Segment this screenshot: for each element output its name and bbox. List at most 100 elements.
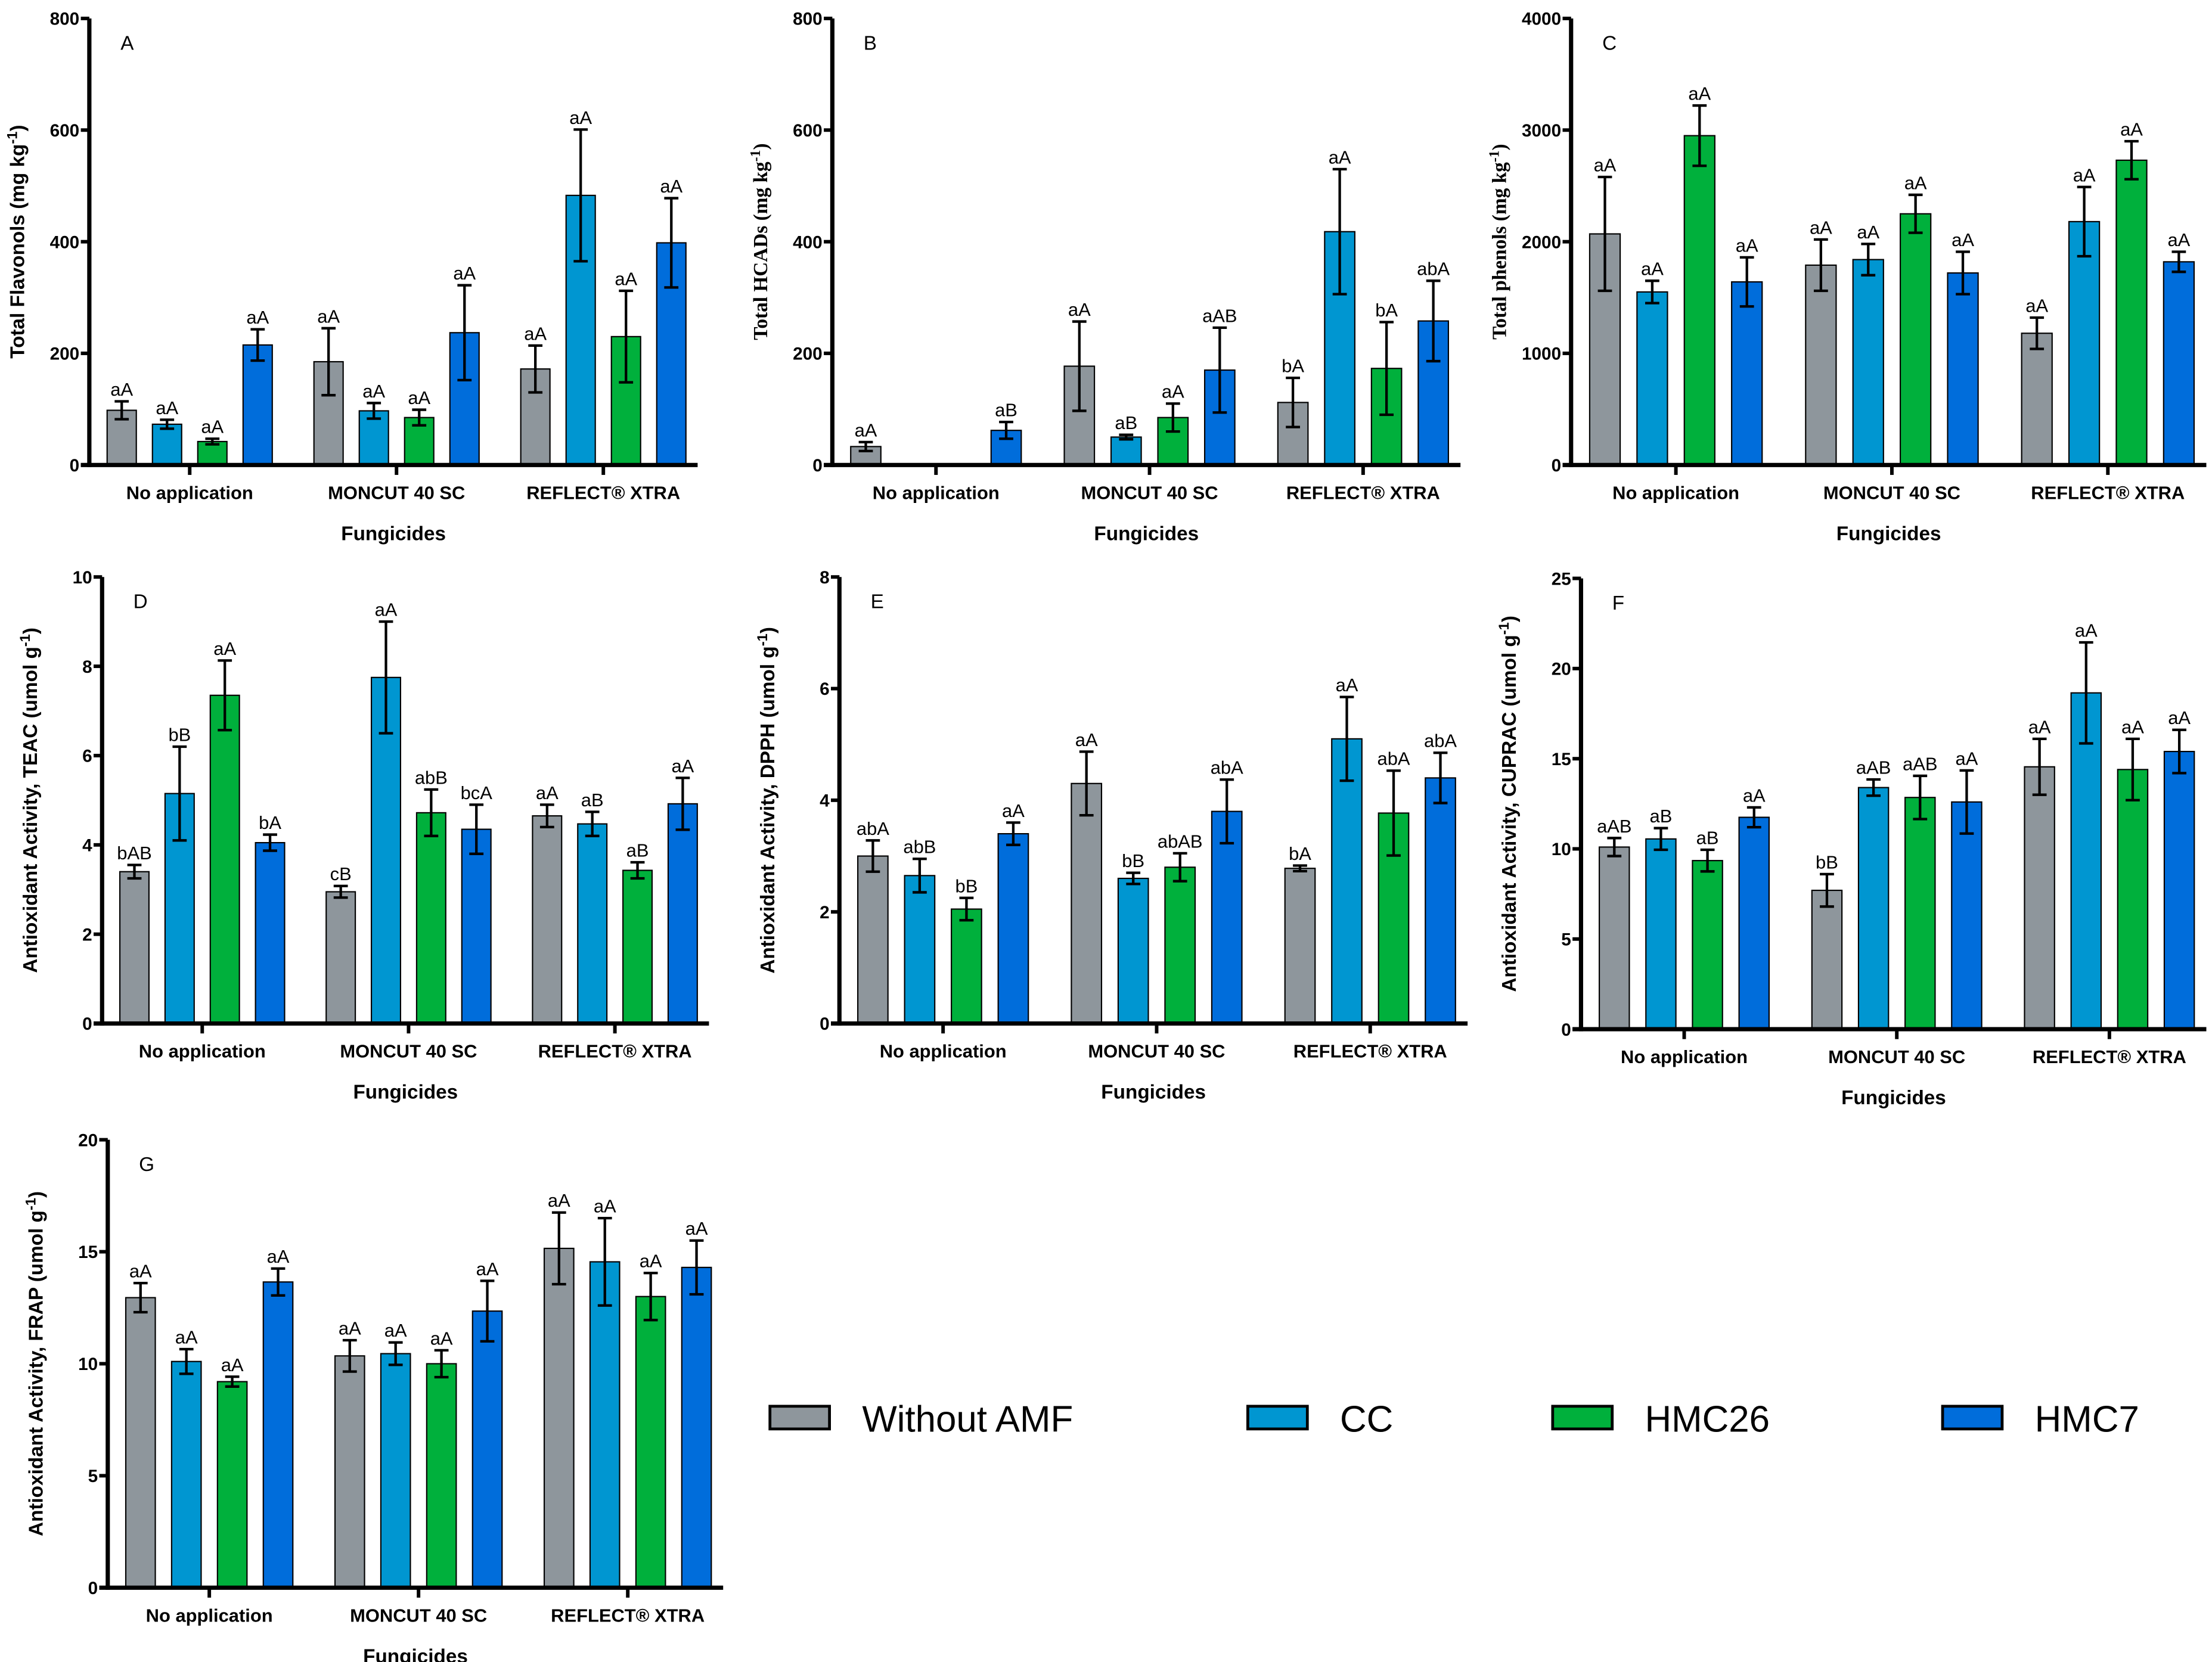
- y-tick-label: 4: [82, 836, 92, 856]
- significance-label: aA: [408, 387, 430, 408]
- bar-cc: [589, 1261, 621, 1589]
- significance-label: aA: [660, 176, 682, 197]
- x-tick-label: MONCUT 40 SC: [1823, 482, 1960, 503]
- bar-hmc26: [1904, 797, 1936, 1030]
- bar-cc: [1117, 877, 1149, 1024]
- legend: Without AMF CC HMC26 HMC7: [768, 1399, 2139, 1440]
- bar-without-amf: [325, 891, 356, 1024]
- y-tick-label: 200: [50, 344, 80, 364]
- bar-cc: [1857, 787, 1890, 1030]
- significance-label: aB: [581, 790, 604, 810]
- bar-cc: [904, 875, 936, 1024]
- y-axis-label-superscript: -1: [755, 633, 771, 646]
- significance-label: aA: [221, 1355, 244, 1375]
- y-axis-label-superscript: -1: [17, 634, 33, 647]
- significance-label: abA: [1378, 748, 1410, 769]
- bar-cc: [1636, 291, 1668, 466]
- y-tick-label: 0: [1552, 456, 1562, 476]
- bar-without-amf: [334, 1355, 365, 1589]
- bar-without-amf: [125, 1297, 156, 1589]
- y-axis-label: Antioxidant Activity, DPPH (umol g-1): [755, 627, 779, 974]
- x-tick-label: REFLECT® XTRA: [2031, 482, 2185, 503]
- bar-hmc7: [681, 1266, 712, 1589]
- significance-label: aA: [201, 417, 224, 437]
- bar-without-amf: [2021, 333, 2053, 466]
- significance-label: aAB: [1597, 816, 1631, 837]
- y-tick-label: 25: [1552, 569, 1571, 589]
- legend-swatch: [1551, 1405, 1614, 1431]
- x-axis-label: Fungicides: [363, 1645, 468, 1662]
- chart-panel-e: abA abB bB aA No application aA bB abAB abA MONCU…: [755, 568, 1468, 1104]
- significance-label: aB: [1115, 412, 1137, 433]
- chart-panel-c: aA aA aA aA No application aA aA aA aA MONCUT 40 …: [1487, 10, 2207, 545]
- y-axis-label-close: ): [7, 125, 29, 131]
- significance-label: aA: [2073, 164, 2096, 185]
- significance-label: aA: [1641, 259, 1664, 279]
- significance-label: aA: [1329, 147, 1351, 167]
- significance-label: aA: [375, 599, 398, 620]
- bar-cc: [2068, 220, 2101, 466]
- y-tick-label: 2: [82, 925, 92, 945]
- x-tick-label: No application: [880, 1041, 1007, 1062]
- legend-swatch: [1246, 1405, 1309, 1431]
- y-axis-label-text: Total Flavonols (mg kg: [7, 144, 29, 359]
- significance-label: aA: [156, 397, 178, 418]
- significance-label: aA: [453, 263, 476, 284]
- y-tick-label: 6: [820, 679, 830, 699]
- bar-hmc7: [242, 344, 273, 466]
- significance-label: bA: [259, 812, 281, 833]
- significance-label: aA: [594, 1196, 616, 1217]
- y-axis-label-superscript: -1: [1496, 622, 1512, 635]
- significance-label: aA: [175, 1327, 198, 1348]
- bar-without-amf: [119, 871, 150, 1024]
- y-axis-label-text: Total HCADs (mg kg: [750, 161, 772, 340]
- chart-panel-f: aAB aB aB aA No application bB aAB aAB aA MONCUT …: [1496, 569, 2207, 1109]
- significance-label: cB: [330, 863, 352, 884]
- y-tick-label: 6: [82, 747, 92, 766]
- x-tick-label: No application: [1621, 1046, 1748, 1067]
- bar-hmc26: [216, 1381, 248, 1589]
- y-tick-label: 0: [88, 1579, 98, 1598]
- panel-label: G: [139, 1154, 154, 1176]
- legend-item-cc: CC: [1246, 1399, 1393, 1440]
- bar-cc: [380, 1353, 411, 1589]
- y-tick-label: 0: [70, 456, 80, 476]
- bar-hmc7: [1731, 281, 1763, 466]
- panel-label: E: [871, 591, 884, 613]
- legend-label: HMC26: [1645, 1399, 1770, 1440]
- y-axis-label: Total HCADs (mg kg-1): [748, 143, 772, 340]
- bar-without-amf: [1599, 846, 1630, 1030]
- y-tick-label: 8: [820, 568, 830, 588]
- bar-hmc7: [461, 828, 492, 1024]
- y-tick-label: 0: [812, 456, 823, 476]
- bar-hmc7: [1951, 801, 1983, 1030]
- bar-without-amf: [1811, 889, 1843, 1030]
- significance-label: bAB: [117, 843, 151, 863]
- bar-hmc26: [622, 869, 653, 1024]
- y-tick-label: 4000: [1522, 10, 1561, 29]
- panel-label: B: [864, 32, 877, 54]
- significance-label: aAB: [1856, 757, 1891, 778]
- bar-without-amf: [1071, 782, 1103, 1024]
- x-axis-label: Fungicides: [353, 1082, 458, 1104]
- significance-label: aA: [2167, 229, 2190, 250]
- significance-label: aA: [1075, 729, 1098, 750]
- significance-label: abAB: [1158, 831, 1203, 852]
- significance-label: bA: [1289, 843, 1311, 864]
- y-tick-label: 1000: [1522, 344, 1561, 364]
- significance-label: bB: [168, 724, 191, 745]
- y-axis-label-text: Antioxidant Activity, CUPRAC (umol g: [1499, 635, 1521, 992]
- y-tick-label: 10: [78, 1355, 98, 1374]
- bar-hmc7: [997, 833, 1029, 1024]
- significance-label: aA: [267, 1246, 290, 1267]
- significance-label: aA: [110, 379, 133, 400]
- bar-hmc26: [415, 812, 446, 1024]
- x-tick-label: No application: [126, 482, 253, 503]
- x-axis-label: Fungicides: [1101, 1082, 1206, 1104]
- legend-item-without-amf: Without AMF: [768, 1399, 1073, 1440]
- significance-label: abB: [903, 837, 936, 858]
- panel-label: A: [120, 32, 134, 54]
- significance-label: aA: [339, 1318, 361, 1338]
